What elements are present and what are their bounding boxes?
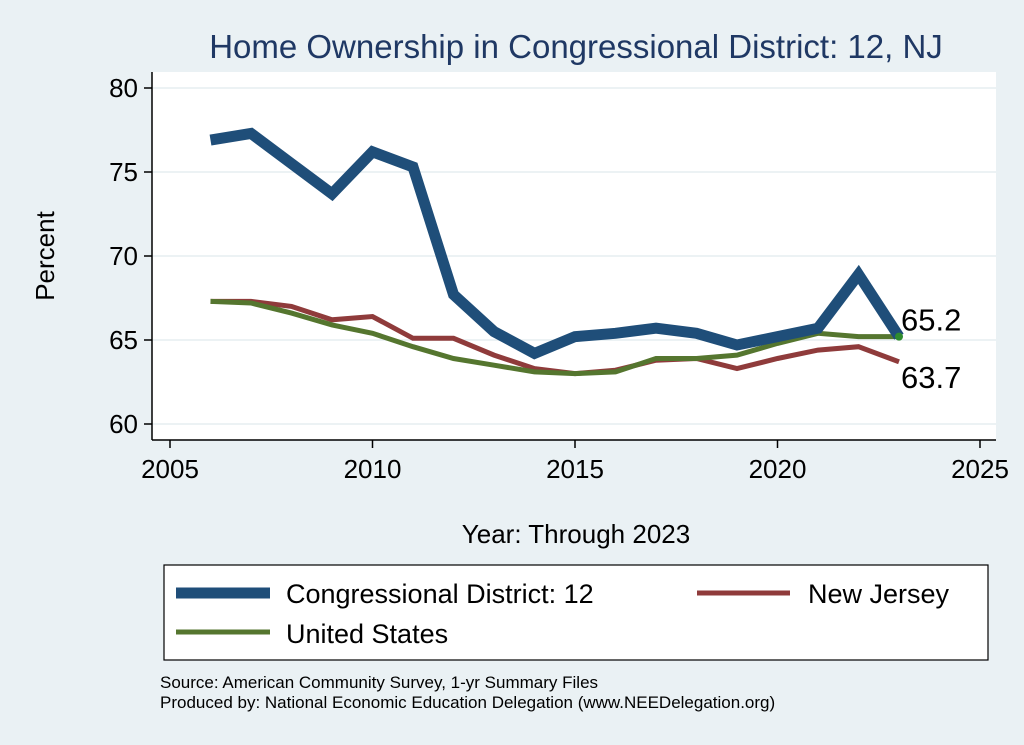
series-line-2 [210, 298, 899, 377]
axis-ticks: 60 65 70 75 80 2005 2010 2015 2020 2025 [109, 73, 1009, 484]
source-note: Source: American Community Survey, 1-yr … [160, 673, 598, 692]
legend-label-0: Congressional District: 12 [286, 579, 594, 609]
y-tick-label: 60 [109, 409, 138, 439]
x-tick-label: 2025 [951, 454, 1009, 484]
y-tick-label: 75 [109, 157, 138, 187]
x-tick-label: 2015 [546, 454, 604, 484]
x-tick-label: 2005 [141, 454, 199, 484]
legend-label-1: New Jersey [808, 579, 950, 609]
series-end-marker [895, 332, 903, 341]
x-tick-label: 2010 [344, 454, 402, 484]
y-tick-label: 80 [109, 73, 138, 103]
series-line-0 [209, 127, 904, 360]
x-tick-label: 2020 [749, 454, 807, 484]
end-value-label: 63.7 [901, 360, 961, 395]
produced-by-note: Produced by: National Economic Education… [160, 693, 775, 712]
y-tick-label: 65 [109, 325, 138, 355]
y-axis-label: Percent [30, 210, 60, 300]
series-lines: 65.2 63.7 [209, 127, 961, 395]
legend: Congressional District: 12 New Jersey Unit… [163, 564, 989, 661]
x-axis-label: Year: Through 2023 [462, 519, 690, 549]
y-tick-label: 70 [109, 241, 138, 271]
legend-box [163, 564, 989, 661]
end-value-label: 65.2 [901, 303, 961, 338]
legend-label-2: United States [286, 619, 448, 649]
chart-title: Home Ownership in Congressional District… [209, 28, 943, 65]
